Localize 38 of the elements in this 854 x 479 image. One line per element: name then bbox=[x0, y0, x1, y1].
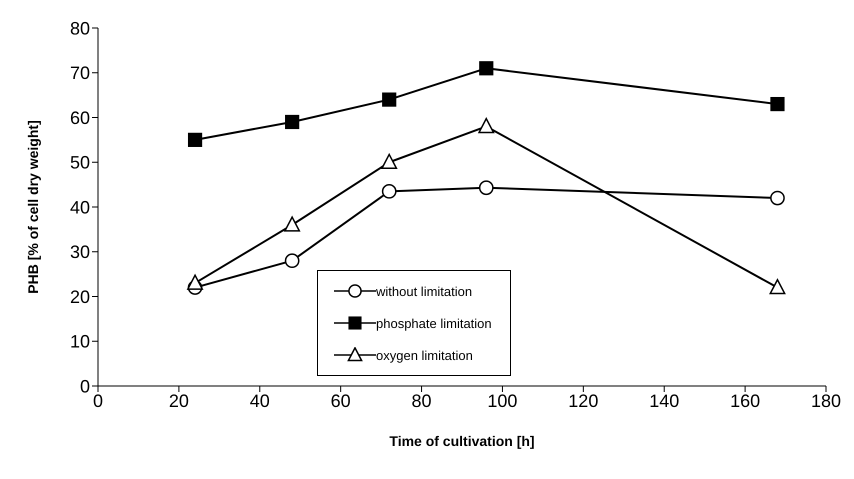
y-tick-label: 70 bbox=[70, 63, 90, 84]
y-tick-label: 80 bbox=[70, 18, 90, 38]
point bbox=[770, 96, 785, 112]
x-tick-label: 0 bbox=[92, 390, 104, 411]
x-tick-label: 40 bbox=[250, 390, 270, 411]
point bbox=[478, 180, 494, 196]
x-tick-label: 180 bbox=[810, 390, 842, 411]
point bbox=[478, 118, 494, 134]
x-tick-label: 100 bbox=[487, 390, 518, 411]
x-tick-label: 80 bbox=[412, 390, 432, 411]
y-tick-label: 0 bbox=[80, 376, 90, 396]
point bbox=[187, 274, 204, 290]
x-tick-label: 20 bbox=[168, 390, 189, 411]
point bbox=[770, 190, 785, 206]
y-tick-label: 60 bbox=[70, 108, 90, 128]
point bbox=[382, 92, 396, 107]
y-tick-label: 30 bbox=[70, 242, 90, 262]
point bbox=[381, 154, 398, 169]
point bbox=[770, 279, 786, 294]
point bbox=[284, 216, 300, 232]
x-tick-label: 60 bbox=[330, 390, 351, 411]
point bbox=[284, 253, 300, 268]
point bbox=[479, 61, 494, 76]
point bbox=[285, 114, 300, 130]
x-axis-title: Time of cultivation [h] bbox=[389, 433, 535, 449]
legend-label: phosphate limitation bbox=[376, 316, 492, 330]
y-axis-title: PHB [% of cell dry weight] bbox=[24, 120, 41, 294]
legend-label: oxygen limitation bbox=[376, 348, 473, 362]
x-tick-label: 140 bbox=[649, 390, 680, 411]
y-tick-label: 10 bbox=[70, 332, 90, 352]
point bbox=[188, 132, 202, 147]
y-tick-label: 20 bbox=[70, 286, 90, 307]
legend-label: without limitation bbox=[376, 284, 472, 298]
point bbox=[382, 184, 397, 199]
y-tick-label: 50 bbox=[70, 152, 90, 173]
x-tick-label: 120 bbox=[568, 390, 598, 411]
x-tick-label: 160 bbox=[730, 390, 760, 411]
y-tick-label: 40 bbox=[70, 197, 90, 218]
